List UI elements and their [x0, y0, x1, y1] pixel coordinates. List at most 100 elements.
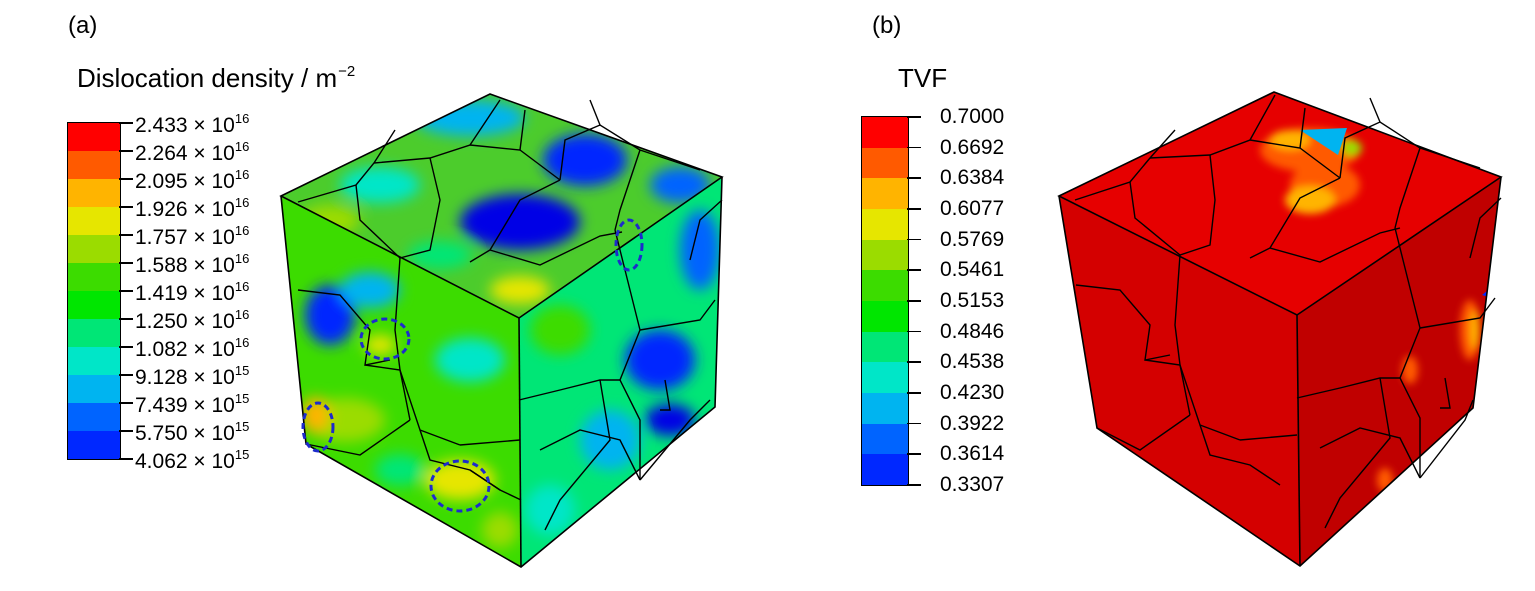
legend-b-tick-label: 0.5153 [940, 289, 1005, 312]
legend-a-tick-label: 1.757 × 1016 [135, 224, 249, 248]
cube-b-grain-boundaries [1074, 94, 1502, 529]
legend-b-tick-label: 0.3307 [940, 473, 1005, 496]
legend-a-tick-label: 1.926 × 1016 [135, 196, 249, 220]
legend-a-tick-label: 1.250 × 1016 [135, 308, 249, 332]
annotation-ellipse-4 [429, 459, 491, 513]
cube-b-top-face [1059, 92, 1501, 315]
legend-a-tick [119, 178, 133, 180]
legend-b-title: TVF [898, 63, 948, 93]
legend-a-tick-exponent: 16 [234, 223, 250, 238]
legend-a-title: Dislocation density / m−2 [77, 63, 355, 94]
legend-b-tick-label: 0.6384 [940, 166, 1005, 190]
legend-a-tick-mantissa: 4.062 × 10 [135, 450, 235, 473]
legend-b-tick [907, 453, 921, 455]
legend-a-tick [119, 458, 133, 460]
legend-a-swatch [68, 347, 120, 376]
legend-a-swatch [68, 263, 120, 292]
legend-a-tick-label: 1.419 × 1016 [135, 280, 249, 304]
cube-b [1057, 91, 1503, 568]
legend-a-tick-mantissa: 9.128 × 10 [135, 366, 235, 389]
annotation-ellipse-2 [359, 317, 411, 361]
annotation-ellipses [301, 218, 644, 513]
legend-b-tick-label: 0.4846 [940, 319, 1005, 343]
legend-a-tick-mantissa: 1.419 × 10 [135, 282, 235, 305]
legend-b-tick-label: 0.7000 [940, 105, 1005, 128]
legend-a-swatch [68, 291, 120, 320]
legend-b-tick-label: 0.4538 [940, 350, 1005, 374]
legend-a-tick [119, 150, 133, 152]
legend-a-tick [119, 262, 133, 264]
legend-a-tick-label: 2.433 × 1016 [135, 112, 249, 136]
cube-a-edges [279, 93, 724, 568]
cube-a [279, 93, 724, 568]
legend-a-tick-exponent: 15 [234, 391, 250, 406]
legend-a-title-exponent: −2 [338, 63, 356, 80]
legend-a-tick-mantissa: 2.433 × 10 [135, 114, 235, 137]
legend-b-tick-label: 0.3922 [940, 411, 1005, 435]
legend-b-swatch [862, 117, 908, 149]
panel-b-label: (b) [872, 12, 902, 39]
legend-a-swatch [68, 319, 120, 348]
legend-a-tick [119, 374, 133, 376]
legend-a-tick-exponent: 16 [234, 139, 250, 154]
legend-a-tick-exponent: 16 [234, 111, 250, 126]
legend-b-tick [907, 300, 921, 302]
legend-a-tick-mantissa: 1.757 × 10 [135, 226, 235, 249]
legend-a-tick-label: 4.062 × 1015 [135, 448, 249, 472]
legend-a-tick-label: 7.439 × 1015 [135, 392, 249, 416]
legend-b-tick-label: 0.4230 [940, 381, 1005, 404]
legend-b-swatch [862, 331, 908, 364]
legend-a-tick-mantissa: 5.750 × 10 [135, 422, 235, 445]
legend-a-swatch [68, 123, 120, 152]
legend-a-tick-mantissa: 1.926 × 10 [135, 198, 235, 221]
legend-a-swatch [68, 403, 120, 432]
legend-b-tick [907, 116, 921, 118]
cube-b-edges [1057, 91, 1503, 568]
legend-a-tick-exponent: 16 [234, 167, 250, 182]
legend-b-tick [907, 330, 921, 333]
legend-b-tick-label: 0.5461 [940, 258, 1005, 282]
legend-a-tick-label: 5.750 × 1015 [135, 420, 249, 444]
legend-a-tick-mantissa: 2.095 × 10 [135, 170, 235, 193]
legend-a-tick [119, 290, 133, 292]
legend-b-tick-label: 0.6692 [940, 135, 1005, 159]
legend-b-swatch [862, 209, 908, 241]
legend-a-tick [119, 206, 133, 208]
legend-a-tick-exponent: 16 [234, 251, 250, 266]
legend-a-tick-mantissa: 1.588 × 10 [135, 254, 235, 277]
legend-b-tick [907, 392, 921, 394]
legend-a-tick-exponent: 16 [234, 335, 250, 350]
legend-a-tick-mantissa: 2.264 × 10 [135, 142, 235, 165]
legend-b-tick [907, 361, 921, 363]
legend-b-tick [907, 422, 921, 425]
legend-a-tick-label: 2.264 × 1016 [135, 140, 249, 164]
legend-a-tick-mantissa: 1.250 × 10 [135, 310, 235, 333]
legend-b-colorbar [861, 116, 909, 486]
annotation-ellipse-1 [614, 218, 644, 272]
cube-a-grain-boundaries [297, 99, 723, 531]
annotation-ellipse-3 [301, 401, 335, 453]
legend-a-tick-label: 2.095 × 1016 [135, 168, 249, 192]
legend-b-tick-label: 0.6077 [940, 197, 1005, 220]
legend-b-tick [907, 238, 921, 241]
legend-a-tick-exponent: 16 [234, 195, 250, 210]
legend-a-swatch [68, 151, 120, 180]
legend-a-tick-label: 9.128 × 1015 [135, 364, 249, 388]
legend-a-tick-exponent: 16 [234, 279, 250, 294]
legend-b-swatch [862, 454, 908, 485]
legend-a-tick-exponent: 16 [234, 307, 250, 322]
legend-b-tick-label: 0.3614 [940, 442, 1005, 466]
legend-a-title-text: Dislocation density / m [77, 63, 338, 93]
legend-a-tick [119, 318, 133, 320]
panel-a-label: (a) [68, 12, 98, 39]
legend-b-tick [907, 177, 921, 179]
legend-a-tick [119, 346, 133, 348]
legend-a-tick-label: 1.082 × 1016 [135, 336, 249, 360]
legend-a-tick-exponent: 15 [234, 419, 250, 434]
legend-b-tick [907, 484, 921, 486]
legend-b-tick [907, 269, 921, 271]
legend-a-tick-exponent: 15 [234, 363, 250, 378]
legend-a-tick [119, 430, 133, 432]
legend-a-tick [119, 234, 133, 236]
